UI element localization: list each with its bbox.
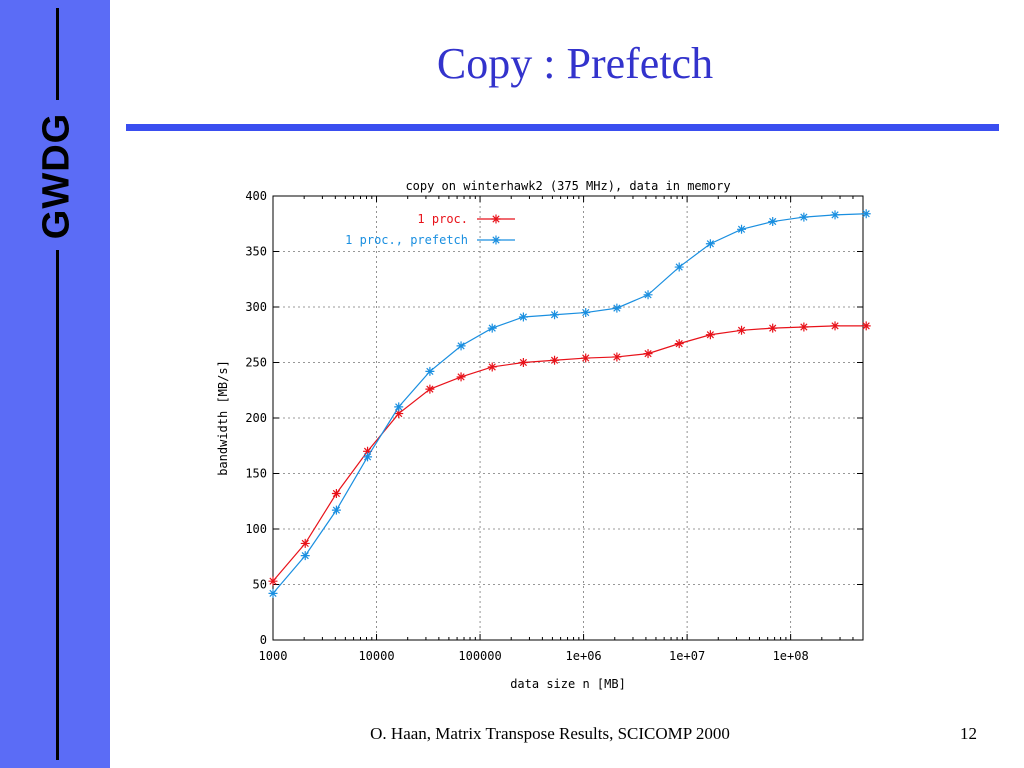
data-point: [425, 366, 435, 376]
data-point: [705, 330, 715, 340]
data-point: [487, 323, 497, 333]
series-2: [268, 209, 871, 598]
data-point: [768, 323, 778, 333]
data-point: [331, 488, 341, 498]
series-line: [272, 213, 867, 594]
data-point: [550, 355, 560, 365]
y-tick-label: 300: [245, 300, 267, 314]
data-point: [674, 262, 684, 272]
data-point: [612, 303, 622, 313]
data-point: [550, 310, 560, 320]
legend-label: 1 proc.: [417, 212, 468, 226]
data-point: [331, 505, 341, 515]
data-point: [643, 290, 653, 300]
y-tick-label: 150: [245, 467, 267, 481]
gwdg-logo: GWDG: [35, 112, 78, 240]
y-tick-label: 0: [260, 633, 267, 647]
series-line: [272, 325, 867, 582]
y-tick-label: 350: [245, 245, 267, 259]
y-axis-label: bandwidth [MB/s]: [216, 360, 230, 476]
sidebar-line-top: [56, 8, 59, 100]
data-point: [705, 239, 715, 249]
x-tick-label: 1e+08: [773, 649, 809, 663]
y-tick-label: 250: [245, 356, 267, 370]
chart-grid: [273, 196, 863, 640]
data-point: [830, 210, 840, 220]
data-point: [363, 452, 373, 462]
title-divider: [126, 124, 999, 131]
data-point: [612, 352, 622, 362]
series-1: [268, 321, 871, 586]
data-point: [300, 551, 310, 561]
data-point: [799, 212, 809, 222]
y-tick-label: 200: [245, 411, 267, 425]
chart-title: copy on winterhawk2 (375 MHz), data in m…: [405, 179, 730, 193]
data-point: [363, 446, 373, 456]
y-tick-label: 100: [245, 522, 267, 536]
chart-legend: 1 proc. 1 proc., prefetch: [345, 212, 515, 247]
data-point: [768, 217, 778, 227]
data-point: [581, 308, 591, 318]
x-tick-label: 1e+07: [669, 649, 705, 663]
sidebar-line-bottom: [56, 250, 59, 760]
data-point: [300, 538, 310, 548]
data-point: [737, 224, 747, 234]
chart-ticks: 0 50 100 150 200 250 300 350 400 1000 10000 100000 1…: [245, 189, 863, 663]
slide-footer: O. Haan, Matrix Transpose Results, SCICO…: [370, 724, 730, 743]
data-point: [456, 341, 466, 351]
chart-series: [268, 209, 871, 598]
data-point: [737, 325, 747, 335]
data-point: [394, 409, 404, 419]
x-axis-label: data size n [MB]: [510, 677, 626, 691]
data-point: [268, 576, 278, 586]
sidebar: GWDG: [0, 0, 110, 768]
data-point: [518, 358, 528, 367]
data-point: [518, 312, 528, 322]
x-tick-label: 10000: [358, 649, 394, 663]
x-tick-label: 1000: [259, 649, 288, 663]
data-point: [456, 372, 466, 382]
legend-label: 1 proc., prefetch: [345, 233, 468, 247]
data-point: [799, 322, 809, 332]
y-tick-label: 50: [253, 578, 267, 592]
bandwidth-chart: 0 50 100 150 200 250 300 350 400 1000 10000 100000 1…: [216, 179, 871, 691]
legend-marker: [491, 214, 501, 224]
data-point: [394, 402, 404, 412]
x-tick-label: 100000: [458, 649, 501, 663]
data-point: [861, 321, 871, 331]
y-tick-label: 400: [245, 189, 267, 203]
data-point: [830, 321, 840, 331]
data-point: [674, 339, 684, 349]
data-point: [861, 209, 871, 219]
data-point: [581, 353, 591, 363]
slide-title: Copy : Prefetch: [436, 39, 714, 88]
x-tick-label: 1e+06: [566, 649, 602, 663]
data-point: [487, 362, 497, 372]
data-point: [425, 384, 435, 394]
data-point: [268, 588, 278, 598]
page-number: 12: [960, 724, 977, 743]
legend-marker: [491, 235, 501, 245]
data-point: [643, 349, 653, 359]
